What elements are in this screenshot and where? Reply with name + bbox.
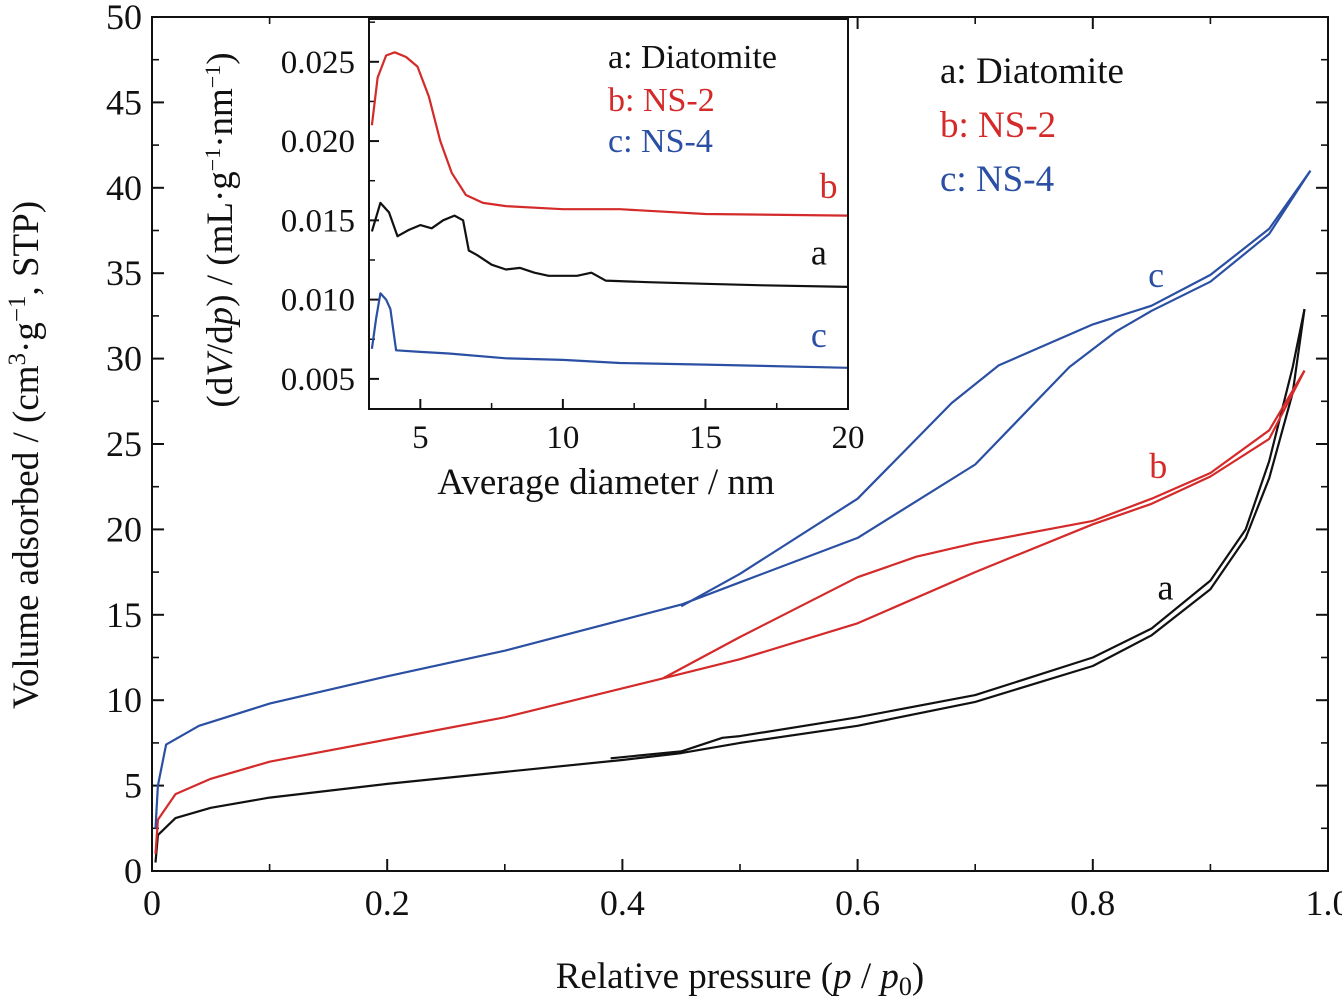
main-x-axis-title: Relative pressure (p / p0) [556,956,925,1000]
main-x-tick-label: 0 [143,883,161,923]
inset-y-tick-label: 0.020 [281,124,355,160]
legend-entry-a: a: Diatomite [940,51,1124,92]
main-x-tick-label: 0.2 [365,883,410,923]
inset-curve-tag-c: c [811,315,827,355]
main-y-tick-label: 5 [124,766,142,806]
main-y-tick-label: 10 [106,680,142,720]
inset-legend-entry-b: b: NS-2 [608,82,715,119]
main-x-tick-label: 0.8 [1070,883,1115,923]
inset-y-tick-label: 0.010 [281,283,355,319]
inset-curve-tag-b: b [819,166,837,206]
main-y-tick-label: 40 [106,168,142,208]
inset-x-tick-label: 5 [412,420,429,456]
main-y-tick-label: 0 [124,851,142,891]
main-y-tick-label: 35 [106,253,142,293]
inset-x-tick-label: 15 [689,420,722,456]
inset-legend-entry-a: a: Diatomite [608,39,777,76]
main-curve-tag-c: c [1148,255,1164,295]
main-y-tick-label: 45 [106,82,142,122]
main-y-tick-label: 25 [106,424,142,464]
main-y-tick-label: 20 [106,509,142,549]
inset-y-tick-label: 0.015 [281,203,355,239]
legend-entry-c: c: NS-4 [940,159,1054,200]
main-y-tick-label: 30 [106,339,142,379]
inset-x-tick-label: 20 [832,420,865,456]
inset-x-axis-title: Average diameter / nm [437,462,775,503]
legend-entry-b: b: NS-2 [940,105,1056,146]
main-y-tick-label: 50 [106,0,142,37]
inset-x-tick-label: 10 [546,420,579,456]
main-curve-tag-a: a [1157,567,1173,607]
inset-legend-entry-c: c: NS-4 [608,123,713,160]
main-x-tick-label: 1.0 [1306,883,1342,923]
inset-curve-tag-a: a [811,233,827,273]
main-y-tick-label: 15 [106,595,142,635]
inset-y-axis-title: (dV/dp) / (mL·g−1·nm−1) [200,52,241,407]
main-curve-tag-b: b [1149,446,1167,486]
inset-y-tick-label: 0.005 [281,362,355,398]
main-x-tick-label: 0.6 [835,883,880,923]
main-x-tick-label: 0.4 [600,883,645,923]
main-y-axis-title: Volume adsorbed / (cm3·g−1, STP) [4,201,47,709]
inset-y-tick-label: 0.025 [281,45,355,81]
